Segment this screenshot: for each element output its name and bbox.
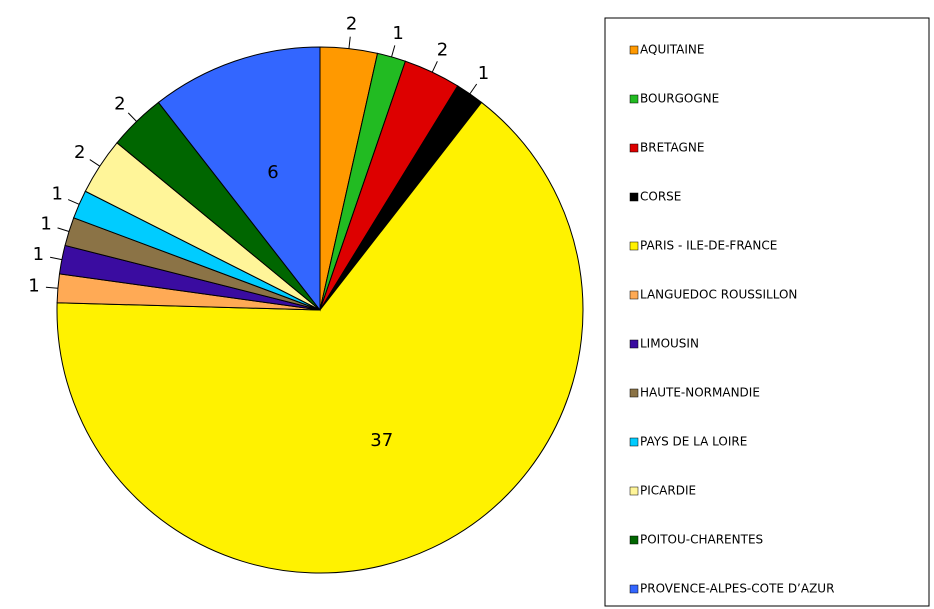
legend-label: CORSE: [640, 190, 681, 204]
leader-line: [45, 286, 58, 289]
legend-label: BOURGOGNE: [640, 92, 719, 106]
legend-swatch: [629, 437, 639, 447]
leader-line: [50, 256, 62, 261]
leader-line: [57, 227, 70, 232]
leader-line: [89, 159, 101, 167]
legend-label: PARIS - ILE-DE-FRANCE: [640, 239, 777, 253]
leader-line: [127, 112, 137, 122]
data-label: 1: [478, 63, 489, 84]
legend-label: PAYS DE LA LOIRE: [640, 435, 747, 449]
legend-label: PICARDIE: [640, 484, 696, 498]
legend-swatch: [629, 143, 639, 153]
data-label: 1: [28, 275, 39, 296]
legend-swatch: [629, 339, 639, 349]
data-label: 1: [51, 184, 62, 205]
pie-slice: [157, 46, 321, 312]
data-label: 37: [370, 430, 393, 451]
legend-label: PROVENCE-ALPES-COTE D’AZUR: [640, 582, 834, 596]
leader-line: [431, 61, 438, 73]
legend-swatch: [629, 584, 639, 594]
legend-swatch: [629, 45, 639, 55]
leader-line: [391, 45, 396, 58]
legend-swatch: [629, 94, 639, 104]
data-label: 2: [114, 93, 125, 114]
legend-label: LIMOUSIN: [640, 337, 699, 351]
pie-slice: [56, 101, 584, 574]
legend-swatch: [629, 486, 639, 496]
data-label: 6: [267, 162, 278, 183]
legend-label: AQUITAINE: [640, 43, 704, 57]
legend-box: [604, 17, 930, 607]
legend-swatch: [629, 388, 639, 398]
legend-label: LANGUEDOC ROUSSILLON: [640, 288, 797, 302]
legend-swatch: [629, 535, 639, 545]
leader-line: [469, 83, 478, 95]
data-label: 2: [437, 39, 448, 60]
legend-label: HAUTE-NORMANDIE: [640, 386, 760, 400]
data-label: 2: [346, 14, 357, 35]
legend-swatch: [629, 290, 639, 300]
legend-label: POITOU-CHARENTES: [640, 533, 763, 547]
data-label: 1: [40, 213, 51, 234]
legend-label: BRETAGNE: [640, 141, 704, 155]
leader-line: [67, 199, 80, 205]
data-label: 1: [33, 244, 44, 265]
leader-line: [348, 36, 351, 49]
data-label: 1: [392, 23, 403, 44]
legend-swatch: [629, 192, 639, 202]
legend-swatch: [629, 241, 639, 251]
data-label: 2: [74, 142, 85, 163]
